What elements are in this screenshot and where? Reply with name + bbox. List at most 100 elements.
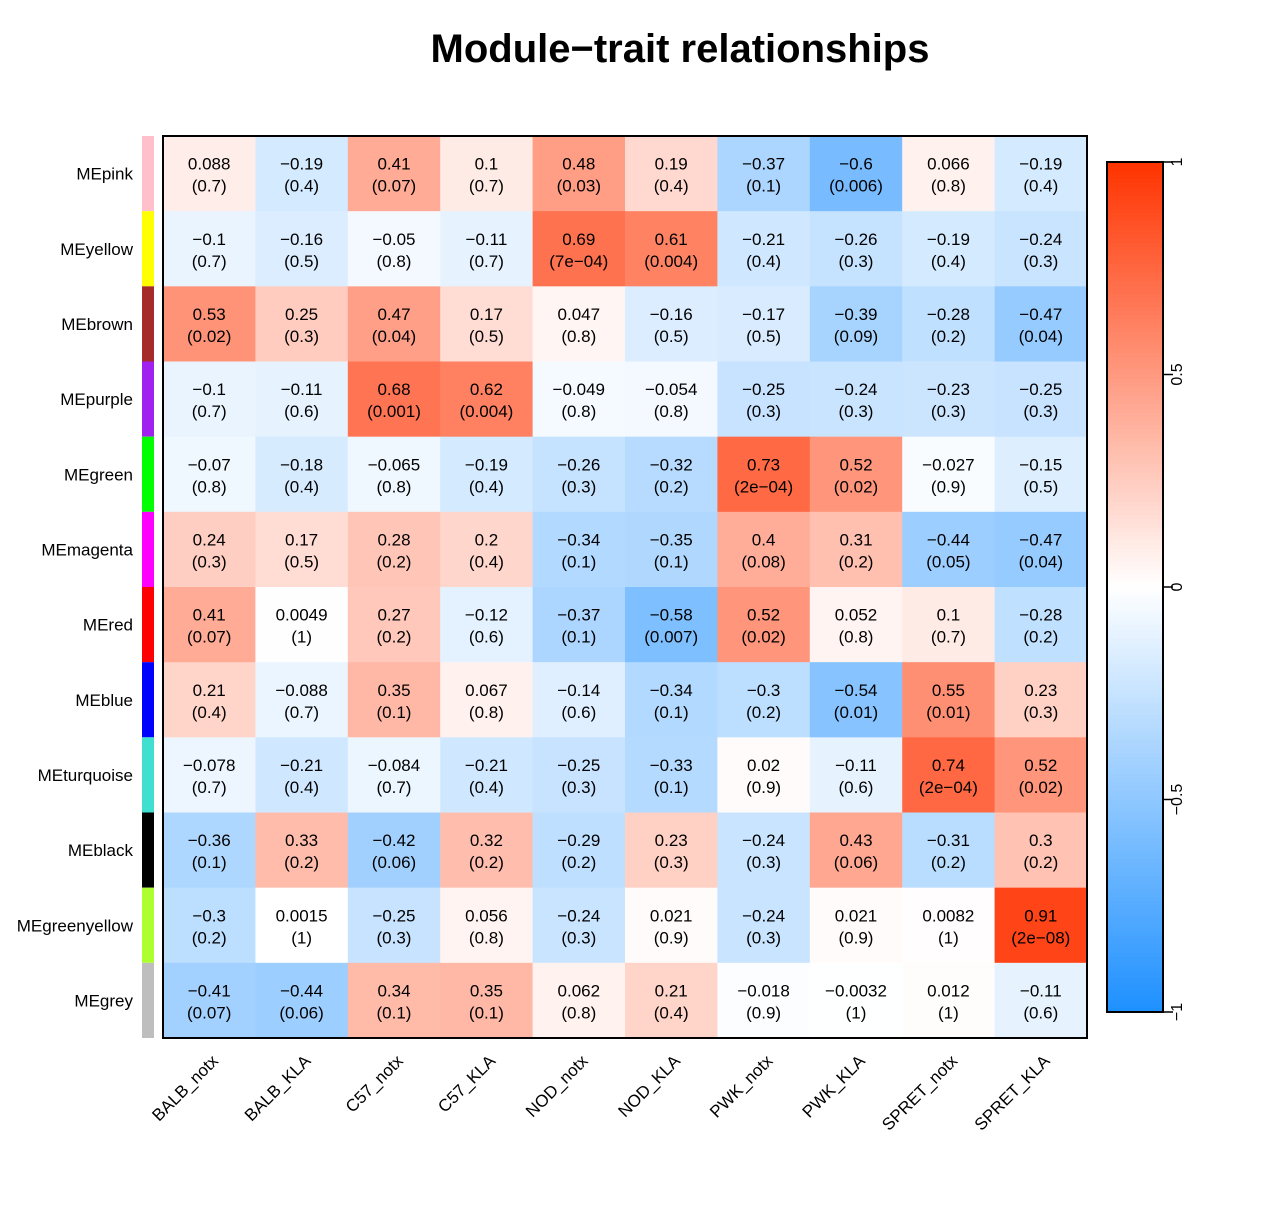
legend-gradient-step (1107, 446, 1163, 452)
heatmap-cell (902, 136, 996, 212)
cell-pvalue-label: (0.04) (372, 327, 416, 346)
heatmap-cell (255, 286, 349, 362)
heatmap-cell (809, 361, 903, 438)
legend-gradient-step (1107, 323, 1163, 329)
heatmap-cell (902, 962, 996, 1039)
heatmap-cell (163, 361, 256, 438)
cell-pvalue-label: (0.7) (469, 177, 504, 196)
legend-gradient-step (1107, 927, 1163, 932)
legend-gradient-step (1107, 752, 1163, 758)
cell-correlation-label: −0.33 (650, 756, 693, 775)
legend-gradient-step (1107, 650, 1163, 656)
cell-pvalue-label: (0.4) (284, 778, 319, 797)
legend-gradient-step (1107, 786, 1163, 792)
legend-gradient-step (1107, 455, 1163, 461)
cell-correlation-label: 0.43 (839, 831, 872, 850)
legend-gradient-step (1107, 727, 1163, 733)
legend-gradient-step (1107, 765, 1163, 771)
heatmap-cell (902, 737, 996, 813)
legend-gradient-step (1107, 183, 1163, 189)
cell-pvalue-label: (0.5) (469, 327, 504, 346)
legend-gradient-step (1107, 825, 1163, 830)
legend-gradient-step (1107, 667, 1163, 673)
legend-gradient-step (1107, 293, 1163, 299)
heatmap-cell (994, 812, 1088, 889)
heatmap-cell (902, 211, 996, 287)
legend-gradient-step (1107, 463, 1163, 469)
row-label: MEpink (76, 165, 133, 184)
legend-gradient-step (1107, 812, 1163, 818)
cell-pvalue-label: (0.3) (746, 402, 781, 421)
cell-correlation-label: −0.47 (1019, 305, 1062, 324)
heatmap-cell (809, 737, 903, 813)
cell-pvalue-label: (0.2) (931, 327, 966, 346)
cell-correlation-label: −0.049 (553, 380, 605, 399)
legend-gradient-step (1107, 497, 1163, 503)
legend-gradient-step (1107, 485, 1163, 490)
legend-gradient-step (1107, 421, 1163, 427)
heatmap-cell (717, 136, 811, 212)
cell-pvalue-label: (1) (938, 1003, 959, 1022)
row-label: MEturquoise (38, 766, 133, 785)
cell-correlation-label: −0.16 (650, 305, 693, 324)
module-color-bar (142, 662, 154, 738)
legend-gradient-step (1107, 310, 1163, 316)
cell-correlation-label: 0.23 (655, 831, 688, 850)
cell-pvalue-label: (0.07) (187, 1003, 231, 1022)
legend-gradient-step (1107, 799, 1163, 805)
cell-correlation-label: −0.12 (465, 606, 508, 625)
legend-gradient-step (1107, 242, 1163, 248)
cell-pvalue-label: (0.3) (192, 552, 227, 571)
legend-gradient-step (1107, 778, 1163, 784)
cell-pvalue-label: (0.9) (931, 477, 966, 496)
legend-gradient-step (1107, 965, 1163, 971)
cell-pvalue-label: (2e−04) (734, 477, 793, 496)
cell-pvalue-label: (0.1) (192, 853, 227, 872)
legend-gradient-step (1107, 357, 1163, 363)
cell-pvalue-label: (0.8) (469, 703, 504, 722)
cell-correlation-label: 0.056 (465, 906, 508, 925)
heatmap-cell (625, 136, 718, 212)
heatmap-cell (717, 887, 811, 964)
heatmap-cell (532, 662, 626, 738)
cell-correlation-label: −0.05 (372, 230, 415, 249)
row-labels: MEpink MEyellow MEbrown MEpurple MEgreen MEma… (17, 165, 134, 1011)
legend-gradient-step (1107, 595, 1163, 601)
legend-gradient-step (1107, 162, 1163, 167)
heatmap-cell (809, 587, 903, 663)
heatmap-cell (255, 361, 349, 438)
heatmap-cell (532, 361, 626, 438)
cell-correlation-label: −0.31 (927, 831, 970, 850)
legend-tick-label: 0 (1169, 582, 1186, 591)
cell-correlation-label: −0.088 (275, 681, 327, 700)
legend-gradient-step (1107, 238, 1163, 244)
legend-gradient-step (1107, 531, 1163, 537)
cell-pvalue-label: (0.1) (377, 1003, 412, 1022)
legend-gradient-step (1107, 944, 1163, 949)
heatmap-cell (440, 662, 534, 738)
legend-gradient-step (1107, 897, 1163, 903)
cell-correlation-label: 0.32 (470, 831, 503, 850)
heatmap-cell (440, 211, 534, 287)
legend-gradient-step (1107, 744, 1163, 750)
cell-pvalue-label: (0.02) (1019, 778, 1063, 797)
legend-gradient-step (1107, 918, 1163, 924)
cell-correlation-label: −0.24 (742, 906, 785, 925)
legend-gradient-step (1107, 982, 1163, 988)
cell-pvalue-label: (0.02) (741, 628, 785, 647)
cell-pvalue-label: (0.3) (654, 853, 689, 872)
cell-correlation-label: −0.24 (742, 831, 785, 850)
cell-pvalue-label: (0.7) (192, 402, 227, 421)
legend-gradient-step (1107, 633, 1163, 639)
heatmap-cell (255, 962, 349, 1039)
heatmap-cell (440, 812, 534, 889)
heatmap-cell (809, 211, 903, 287)
legend-gradient-step (1107, 438, 1163, 444)
legend-gradient-step (1107, 948, 1163, 954)
cell-pvalue-label: (0.8) (561, 402, 596, 421)
cell-correlation-label: 0.0082 (922, 906, 974, 925)
legend-gradient-step (1107, 587, 1163, 592)
cell-pvalue-label: (0.06) (279, 1003, 323, 1022)
cell-correlation-label: 0.35 (377, 681, 410, 700)
legend-gradient-step (1107, 442, 1163, 448)
